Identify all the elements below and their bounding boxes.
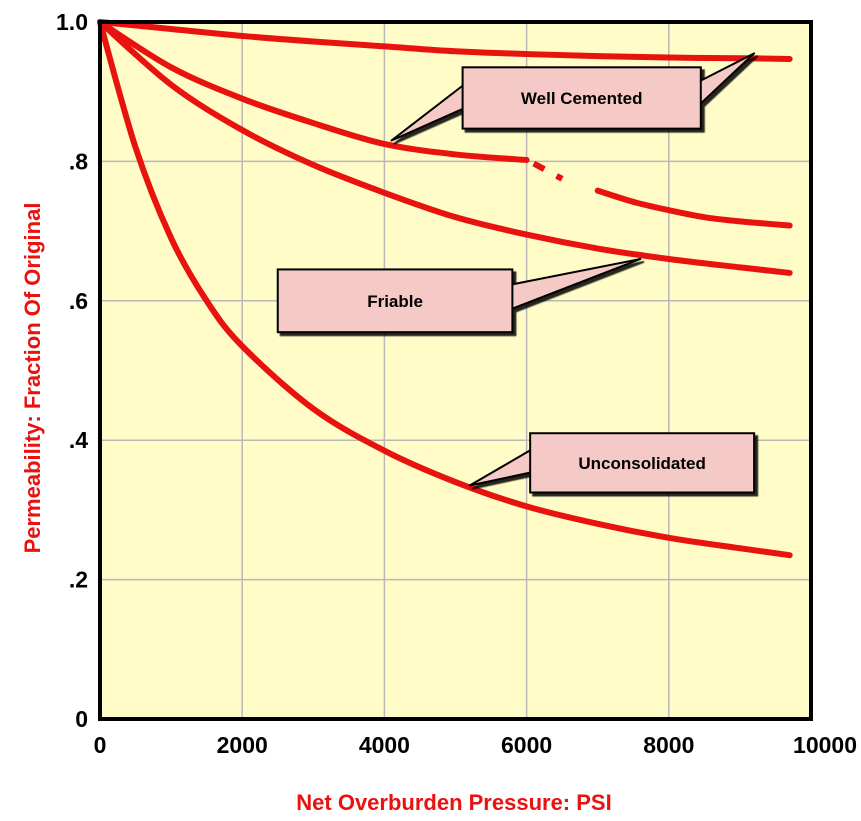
x-tick-label: 2000 xyxy=(217,732,268,758)
x-tick-label: 4000 xyxy=(359,732,410,758)
series-line-3 xyxy=(532,160,564,182)
plot-background xyxy=(100,22,811,719)
x-tick-label: 10000 xyxy=(793,732,857,758)
y-tick-label: 1.0 xyxy=(56,9,88,35)
callout-label: Well Cemented xyxy=(521,89,643,108)
y-tick-label: 0 xyxy=(75,706,88,732)
callout-1: Well Cemented xyxy=(390,52,756,142)
grid-lines xyxy=(100,22,811,719)
y-tick-labels: 0 .2 .4 .6 .8 1.0 xyxy=(56,9,88,732)
x-tick-label: 0 xyxy=(94,732,107,758)
x-tick-label: 8000 xyxy=(643,732,694,758)
y-tick-label: .2 xyxy=(69,567,88,593)
series-line-5 xyxy=(97,19,793,276)
callout-box xyxy=(276,268,514,334)
callout-box xyxy=(461,66,702,130)
x-tick-labels: 0 2000 4000 6000 8000 10000 xyxy=(94,732,857,758)
callout-2: Friable xyxy=(276,257,642,334)
y-axis-title: Permeability: Fraction Of Original xyxy=(20,203,45,554)
x-axis-title: Net Overburden Pressure: PSI xyxy=(296,790,611,815)
plot-frame xyxy=(98,20,813,721)
x-tick-label: 6000 xyxy=(501,732,552,758)
callout-label: Friable xyxy=(367,292,423,311)
callout-3: Unconsolidated xyxy=(468,432,756,494)
callout-box xyxy=(529,432,756,494)
y-tick-label: .6 xyxy=(69,288,88,314)
series-line-2 xyxy=(97,19,530,164)
series-line-1 xyxy=(97,19,793,62)
callout-label: Unconsolidated xyxy=(578,454,706,473)
series-line-4 xyxy=(594,187,793,229)
series-layer xyxy=(97,19,793,559)
series-line-6 xyxy=(97,19,793,559)
callout-layer: Well Cemented Friable Unconsolidated xyxy=(276,52,756,494)
y-tick-label: .8 xyxy=(69,148,88,174)
y-tick-label: .4 xyxy=(69,427,88,453)
